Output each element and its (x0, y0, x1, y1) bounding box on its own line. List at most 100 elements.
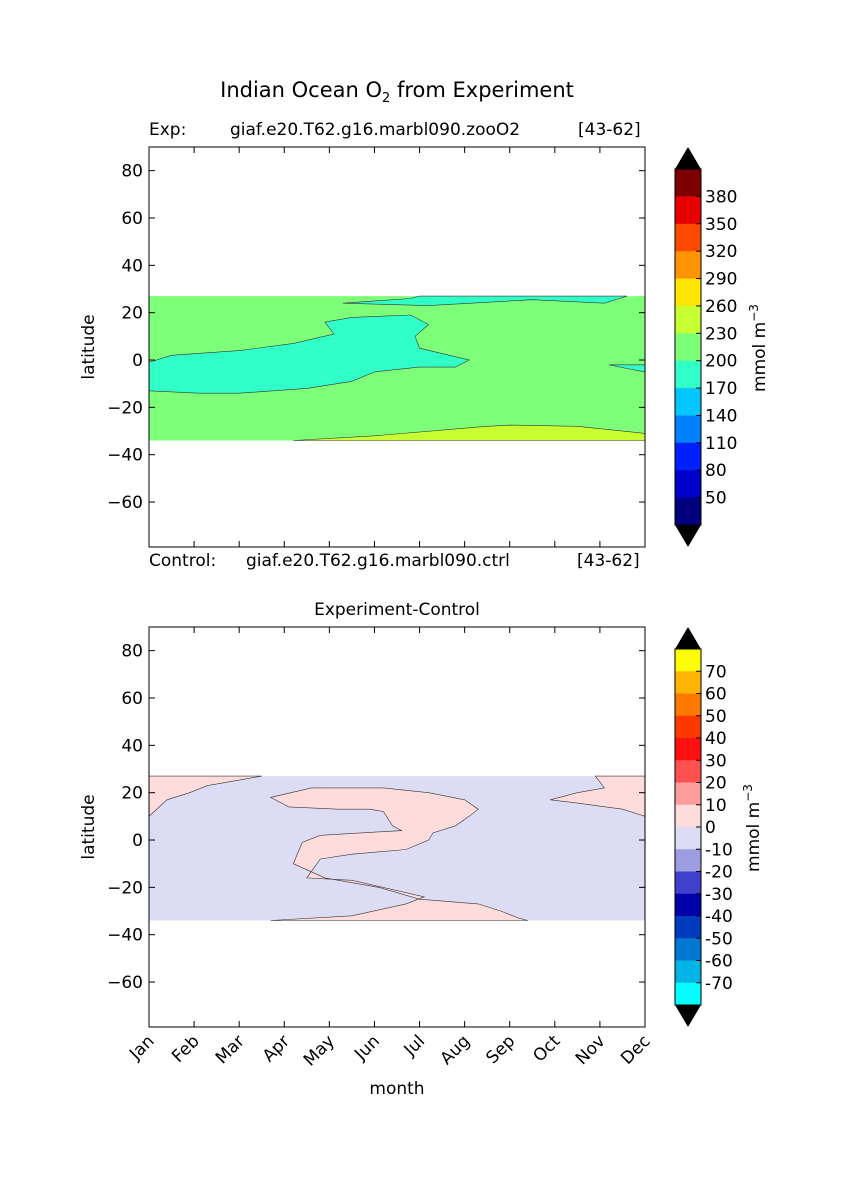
difference-plot-frame (148, 626, 646, 1028)
experiment-colorbar-label-exp: −3 (747, 304, 761, 322)
experiment-contour-regions (149, 295, 645, 441)
difference-colorbar-label-11: -40 (705, 907, 733, 927)
experiment-colorbar-label-5: 230 (705, 324, 737, 344)
difference-colorbar-segment-7 (675, 804, 701, 828)
difference-xtick-label-0: Jan (125, 1031, 158, 1064)
difference-ytick-label-7: −60 (107, 973, 143, 993)
experiment-colorbar-label-7: 170 (705, 379, 737, 399)
experiment-colorbar-segment-6 (675, 333, 701, 362)
difference-colorbar-label-10: -30 (705, 885, 733, 905)
figure-title-subscript: 2 (382, 91, 391, 107)
difference-colorbar-segment-5 (675, 760, 701, 783)
difference-colorbar-label-1: 60 (705, 685, 727, 705)
difference-colorbar-segment-15 (675, 982, 701, 1006)
difference-x-axis-label: month (369, 1079, 424, 1099)
experiment-colorbar-label-8: 140 (705, 406, 737, 426)
difference-colorbar-label-6: 10 (705, 796, 727, 816)
diff-panel-title: Experiment-Control (314, 600, 480, 620)
difference-ytick-label-3: 20 (121, 784, 143, 804)
experiment-colorbar-segment-3 (675, 251, 701, 280)
experiment-colorbar-label-6: 200 (705, 352, 737, 372)
difference-xtick-label-11: Dec (617, 1031, 654, 1068)
experiment-colorbar-segment-1 (675, 196, 701, 225)
difference-colorbar-label: mmol m−3 (741, 784, 764, 872)
difference-xtick-label-8: Sep (482, 1031, 519, 1068)
experiment-colorbar-label-0: 380 (705, 187, 737, 207)
figure-title-suffix: from Experiment (390, 78, 574, 102)
experiment-ytick-label-7: −60 (107, 493, 143, 513)
difference-ytick-label-0: 80 (121, 642, 143, 662)
difference-colorbar-segment-14 (675, 960, 701, 984)
experiment-colorbar-label-2: 320 (705, 242, 737, 262)
difference-contour-regions (149, 775, 645, 921)
difference-colorbar-segment-10 (675, 871, 701, 895)
difference-ytick-label-4: 0 (132, 831, 143, 851)
difference-panel: 80 60 40 20 0 −20 −40 −60 Jan Feb Mar Apr May Jun Jul… (79, 626, 655, 1099)
experiment-colorbar-segment-0 (675, 169, 701, 197)
figure-title: Indian Ocean O2 from Experiment (0, 78, 794, 106)
experiment-ytick-label-6: −40 (107, 446, 143, 466)
difference-colorbar-segment-3 (675, 715, 701, 739)
difference-region-2 (550, 775, 645, 817)
experiment-colorbar-label-9: 110 (705, 434, 737, 454)
experiment-region-3 (608, 364, 645, 373)
difference-y-ticks: 80 60 40 20 0 −20 −40 −60 (107, 642, 645, 993)
difference-xtick-label-4: May (300, 1031, 339, 1070)
experiment-colorbar: 380 350 320 290 260 230 200 170 140 110 80 50 (674, 147, 737, 547)
difference-colorbar-segment-6 (675, 782, 701, 806)
difference-colorbar-label-9: -20 (705, 863, 733, 883)
difference-colorbar-label-13: -60 (705, 952, 733, 972)
difference-colorbar-segment-11 (675, 893, 701, 917)
difference-colorbar-segment-2 (675, 693, 701, 717)
difference-ytick-label-6: −40 (107, 926, 143, 946)
experiment-colorbar-label-1: 350 (705, 215, 737, 235)
exp-header-left: Exp: (149, 120, 187, 140)
difference-colorbar-segment-8 (675, 827, 701, 850)
experiment-colorbar-segment-7 (675, 360, 701, 389)
experiment-colorbar-segment-8 (675, 388, 701, 416)
experiment-colorbar-label-4: 260 (705, 297, 737, 317)
ctrl-footer-right: [43-62] (577, 551, 640, 571)
experiment-colorbar-label-3: 290 (705, 270, 737, 290)
difference-colorbar-extend-min (675, 1005, 701, 1027)
experiment-y-ticks: 80 60 40 20 0 −20 −40 −60 (107, 162, 645, 513)
difference-ytick-label-5: −20 (107, 878, 143, 898)
exp-header-center: giaf.e20.T62.g16.marbl090.zooO2 (230, 120, 521, 140)
difference-y-axis-label: latitude (79, 794, 99, 859)
experiment-region-1 (149, 314, 470, 394)
experiment-region-4 (293, 424, 645, 441)
difference-colorbar-extend-max (675, 627, 701, 649)
difference-region-3 (269, 787, 528, 921)
difference-colorbar-label-8: -10 (705, 840, 733, 860)
experiment-colorbar-segment-12 (675, 497, 701, 526)
experiment-colorbar-segment-5 (675, 305, 701, 334)
difference-colorbar-segment-1 (675, 671, 701, 694)
figure-title-prefix: Indian Ocean O (220, 78, 383, 102)
experiment-plot-frame (148, 146, 646, 548)
experiment-colorbar-segment-2 (675, 223, 701, 252)
experiment-ytick-label-0: 80 (121, 162, 143, 182)
difference-colorbar-label-12: -50 (705, 929, 733, 949)
difference-colorbar-label-7: 0 (705, 818, 716, 838)
difference-colorbar-label-0: 70 (705, 662, 727, 682)
experiment-colorbar-segment-11 (675, 470, 701, 499)
difference-xtick-label-5: Jun (350, 1031, 384, 1065)
difference-colorbar-label-3: 40 (705, 729, 727, 749)
difference-xtick-label-3: Apr (259, 1031, 294, 1066)
difference-xtick-label-7: Aug (437, 1031, 475, 1069)
experiment-colorbar-segment-4 (675, 278, 701, 307)
difference-xtick-label-2: Mar (212, 1031, 249, 1068)
difference-xtick-label-6: Jul (400, 1031, 429, 1060)
experiment-ytick-label-5: −20 (107, 398, 143, 418)
difference-colorbar-segment-13 (675, 938, 701, 961)
experiment-y-axis-label: latitude (79, 314, 99, 379)
difference-colorbar-label-2: 50 (705, 707, 727, 727)
difference-colorbar-label-base: mmol m (744, 802, 764, 872)
ctrl-footer-center: giaf.e20.T62.g16.marbl090.ctrl (246, 551, 510, 571)
experiment-colorbar-label-11: 50 (705, 489, 727, 509)
difference-colorbar-label-14: -70 (705, 974, 733, 994)
difference-xtick-label-9: Oct (529, 1031, 564, 1066)
experiment-ytick-label-2: 40 (121, 256, 143, 276)
experiment-colorbar-frame (674, 168, 702, 526)
